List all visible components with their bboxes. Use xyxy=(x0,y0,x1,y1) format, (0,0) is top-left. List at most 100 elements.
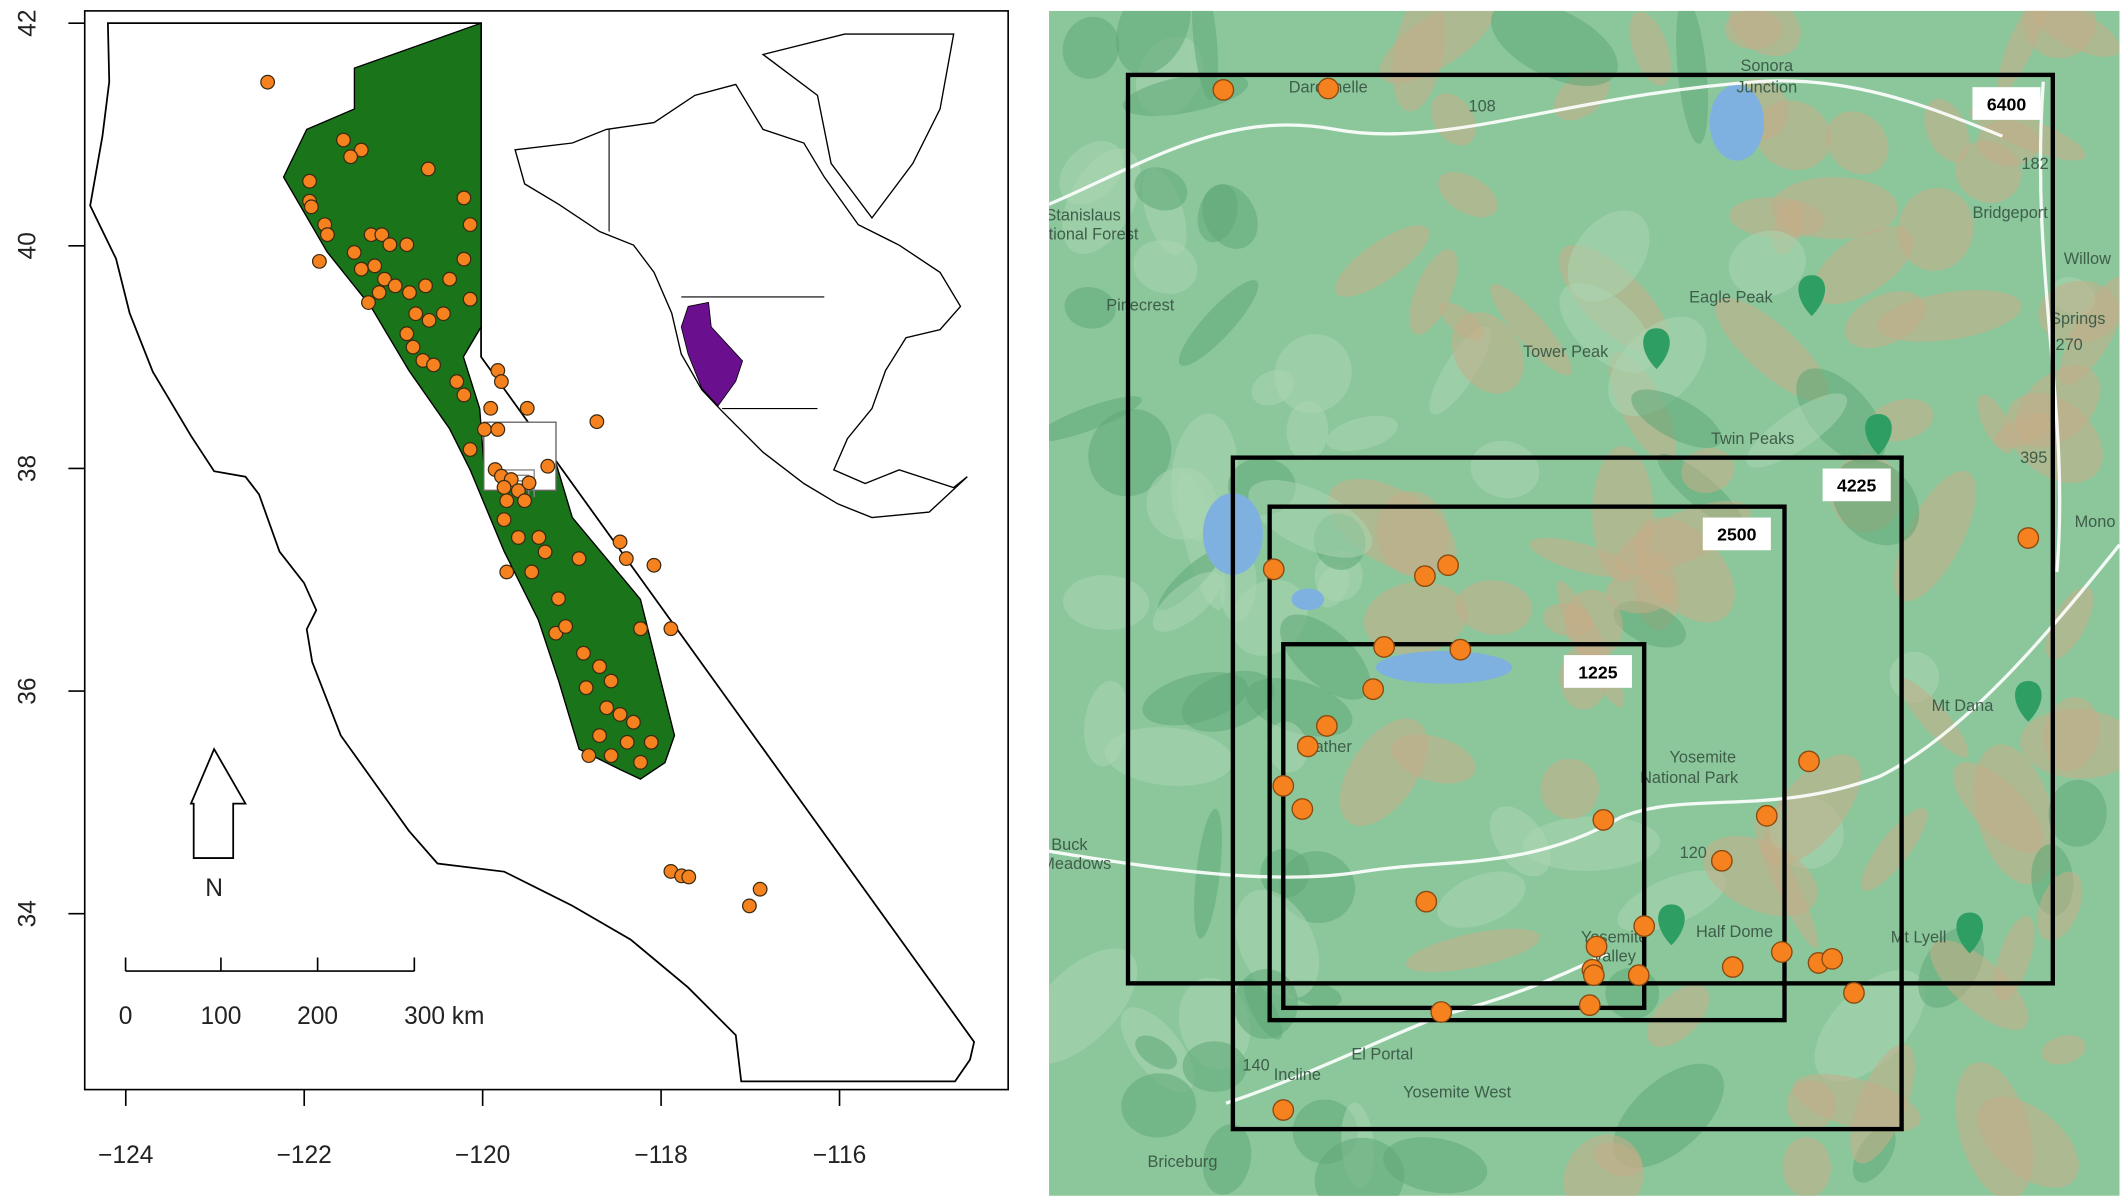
terrain-patch xyxy=(1826,111,1889,175)
site-dot xyxy=(1721,956,1744,978)
terrain-patch xyxy=(1529,537,1632,578)
terrain-patch xyxy=(1146,467,1218,540)
terrain-patch xyxy=(1954,140,2022,203)
site-point xyxy=(483,400,499,416)
terrain-patch xyxy=(2038,280,2119,344)
terrain-patch xyxy=(1702,835,1818,917)
greenland xyxy=(761,33,955,220)
lake xyxy=(1709,84,1765,161)
site-dot xyxy=(1633,915,1656,938)
place-label: Pinecrest xyxy=(1106,297,1175,315)
site-dot xyxy=(1710,849,1733,872)
site-point xyxy=(456,190,472,206)
y-tick-label: 36 xyxy=(15,677,42,704)
terrain-patch xyxy=(1202,184,1258,249)
north-arrow xyxy=(189,747,247,859)
terrain-patch xyxy=(1786,1080,1837,1130)
site-point xyxy=(643,734,659,750)
road xyxy=(2038,81,2062,573)
site-dot xyxy=(1755,804,1778,827)
terrain-patch xyxy=(2031,10,2120,57)
site-point xyxy=(377,271,392,287)
site-point xyxy=(418,278,433,294)
terrain-patch xyxy=(1898,678,1969,758)
site-point xyxy=(603,748,619,764)
extent-label: 6400 xyxy=(1987,94,2027,114)
site-dot xyxy=(1430,1001,1453,1023)
extent-label-bg xyxy=(1822,468,1891,502)
lake xyxy=(1291,588,1325,611)
place-label: El Portal xyxy=(1351,1046,1413,1064)
terrain-patch xyxy=(1383,1137,1488,1194)
site-point xyxy=(752,881,768,897)
site-dot xyxy=(1627,964,1650,987)
site-point xyxy=(456,251,472,267)
terrain-patch xyxy=(1152,571,1222,632)
place-label: 120 xyxy=(1680,844,1707,862)
place-label: Mt Lyell xyxy=(1891,928,1947,946)
site-point xyxy=(462,442,478,457)
borders xyxy=(608,129,825,410)
extent-label-bg xyxy=(1972,87,2041,120)
scale-label: 300 km xyxy=(404,1003,484,1030)
site-dot xyxy=(1212,78,1235,101)
terrain-patch xyxy=(1314,1137,1405,1196)
terrain-patch xyxy=(1339,718,1428,826)
terrain-patch xyxy=(1456,580,1533,635)
site-dot xyxy=(1262,558,1285,581)
site-point xyxy=(499,493,515,509)
site-point xyxy=(633,621,648,637)
place-label: 270 xyxy=(2056,336,2083,354)
site-point xyxy=(387,278,403,294)
x-tick-label: −124 xyxy=(98,1142,153,1169)
site-dot xyxy=(1315,715,1338,737)
terrain-patch xyxy=(1877,290,2022,342)
terrain-patch xyxy=(1782,1137,1832,1196)
site-point xyxy=(612,534,628,550)
extent-box xyxy=(1267,504,1787,1023)
place-label: Willow xyxy=(2064,250,2111,268)
terrain-patch xyxy=(1647,984,1710,1048)
site-point xyxy=(496,512,512,528)
terrain-patch xyxy=(2041,1035,2087,1065)
scale-bar xyxy=(124,957,416,972)
site-dot xyxy=(1585,935,1608,958)
site-dot xyxy=(1843,981,1865,1004)
terrain-patch xyxy=(1135,1035,1178,1070)
site-point xyxy=(420,161,436,177)
x-tick-label: −122 xyxy=(277,1142,332,1169)
terrain-patch xyxy=(1363,581,1468,655)
site-point xyxy=(663,621,679,637)
scale-label: 0 xyxy=(119,1003,133,1030)
terrain-patch xyxy=(1593,1142,1642,1177)
inset-range xyxy=(680,301,744,407)
terrain-patch xyxy=(1850,1043,1916,1164)
terrain-patch xyxy=(1631,389,1722,448)
terrain-patch xyxy=(1715,297,1829,402)
terrain-patch xyxy=(1266,721,1308,773)
site-point xyxy=(402,285,417,300)
site-dot xyxy=(1272,1099,1295,1121)
terrain-patch xyxy=(1335,225,1430,297)
extent-label-bg xyxy=(1563,655,1632,688)
place-label: Mono xyxy=(2075,513,2116,531)
site-dot xyxy=(1449,638,1472,661)
site-point xyxy=(558,619,574,634)
site-dot xyxy=(1770,941,1793,963)
site-point xyxy=(524,564,540,580)
site-point xyxy=(336,132,351,148)
terrain-patch xyxy=(1924,98,1970,162)
road xyxy=(1049,79,2004,206)
site-point xyxy=(462,217,478,233)
lake xyxy=(1375,651,1513,684)
terrain-patch xyxy=(1977,1096,2079,1188)
terrain-patch xyxy=(1522,816,1661,871)
terrain-patch xyxy=(1064,286,1116,329)
terrain-patch xyxy=(1470,440,1540,499)
site-point xyxy=(681,869,697,885)
terrain-patch xyxy=(1327,478,1457,576)
peak-icon xyxy=(2014,680,2042,722)
site-point xyxy=(603,673,619,689)
terrain-patch xyxy=(1251,369,1295,406)
place-label: Twin Peaks xyxy=(1711,430,1795,448)
